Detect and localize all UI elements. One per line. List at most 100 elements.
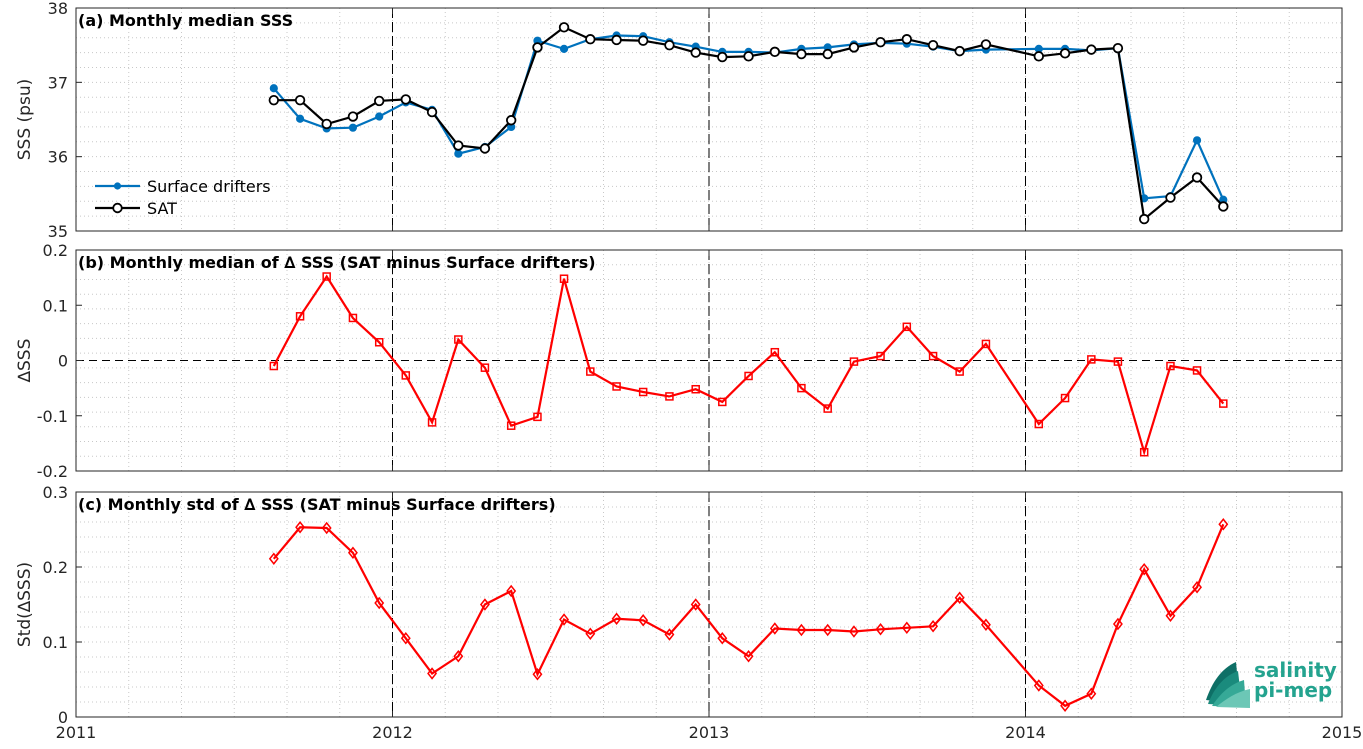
data-point — [1166, 361, 1175, 371]
data-point — [796, 48, 807, 60]
data-point — [690, 598, 701, 611]
y-axis-label: SSS (psu) — [15, 79, 35, 160]
data-point — [559, 613, 570, 626]
data-point — [980, 39, 992, 50]
panel-1: 35 36 37 38 SSS (psu) (a) Monthly median SSS S… — [15, 0, 1343, 241]
data-point — [585, 627, 596, 640]
data-point — [822, 48, 833, 60]
data-point — [717, 632, 728, 645]
data-point — [927, 39, 939, 51]
x-tick-label: 2015 — [1322, 723, 1363, 742]
data-point — [690, 47, 701, 58]
data-point — [374, 596, 385, 610]
data-point — [506, 584, 517, 598]
data-point — [797, 383, 806, 393]
data-point — [980, 618, 991, 631]
data-point — [902, 322, 912, 332]
data-point — [479, 598, 490, 611]
y-tick-label: -0.2 — [37, 462, 68, 481]
data-point — [1192, 366, 1202, 375]
data-point — [558, 22, 570, 33]
data-point — [374, 338, 384, 347]
data-point — [691, 384, 700, 394]
data-point — [1033, 51, 1044, 62]
data-point — [295, 312, 305, 321]
legend-label: Surface drifters — [147, 177, 271, 196]
data-point — [770, 347, 780, 357]
data-point — [585, 34, 596, 45]
series-line — [272, 274, 1225, 457]
data-point — [375, 112, 384, 121]
data-point — [1112, 617, 1123, 631]
x-tick-label: 2012 — [372, 723, 413, 742]
y-tick-label: 0.2 — [43, 241, 68, 260]
data-point — [454, 335, 463, 344]
data-point — [1060, 393, 1070, 403]
data-point — [321, 521, 332, 535]
data-point — [347, 111, 359, 122]
y-tick-label: 38 — [48, 0, 68, 18]
logo-line2: pi-mep — [1254, 678, 1332, 702]
data-point — [822, 623, 833, 637]
y-tick-label: 36 — [48, 148, 68, 167]
data-point — [769, 622, 780, 635]
data-point — [1138, 213, 1150, 225]
data-point — [268, 94, 280, 106]
data-point — [901, 34, 913, 45]
y-axis-label: ∆SSS — [15, 339, 35, 384]
data-point — [505, 115, 517, 126]
y-tick-label: 37 — [48, 73, 68, 92]
data-point — [1112, 42, 1124, 54]
data-point — [876, 351, 885, 361]
series-2 — [268, 22, 1229, 225]
salinity-pi-mep-logo: salinity pi-mep — [1206, 658, 1337, 708]
data-point — [637, 35, 649, 46]
data-point — [321, 118, 332, 130]
data-point — [1192, 136, 1202, 145]
data-point — [480, 363, 490, 372]
data-point — [743, 650, 754, 663]
logo-line1: salinity — [1254, 658, 1337, 682]
data-point — [347, 546, 358, 559]
data-point — [401, 371, 411, 380]
data-point — [612, 382, 621, 391]
y-tick-label: -0.1 — [37, 407, 68, 426]
data-point — [875, 36, 886, 48]
data-point — [796, 623, 807, 637]
data-point — [294, 94, 306, 106]
data-point — [479, 143, 491, 154]
panel-title: (b) Monthly median of ∆ SSS (SAT minus S… — [78, 253, 596, 272]
data-point — [1219, 399, 1228, 408]
panel-title: (a) Monthly median SSS — [78, 11, 293, 30]
data-point — [1060, 699, 1071, 712]
data-point — [611, 612, 622, 625]
data-point — [928, 351, 938, 361]
data-point — [848, 625, 859, 638]
data-point — [1113, 357, 1123, 366]
legend-marker — [113, 182, 122, 190]
data-point — [1034, 419, 1044, 429]
data-point — [1086, 44, 1097, 55]
data-point — [1059, 48, 1071, 59]
series-1 — [269, 272, 1228, 457]
data-point — [427, 667, 438, 680]
data-point — [981, 339, 991, 349]
data-point — [295, 114, 305, 123]
data-point — [875, 623, 886, 636]
series-line — [272, 34, 1225, 201]
data-point — [1139, 563, 1150, 576]
data-point — [849, 357, 859, 366]
data-point — [638, 387, 648, 397]
data-point — [453, 140, 464, 151]
data-point — [506, 421, 516, 430]
data-point — [901, 621, 912, 634]
data-point — [1218, 201, 1229, 212]
data-point — [664, 39, 675, 51]
logo-wave-icon — [1206, 662, 1250, 708]
x-tick-label: 2014 — [1005, 723, 1046, 742]
data-point — [426, 106, 438, 118]
y-tick-label: 35 — [48, 222, 68, 241]
data-point — [559, 44, 569, 53]
data-point — [1139, 447, 1149, 457]
